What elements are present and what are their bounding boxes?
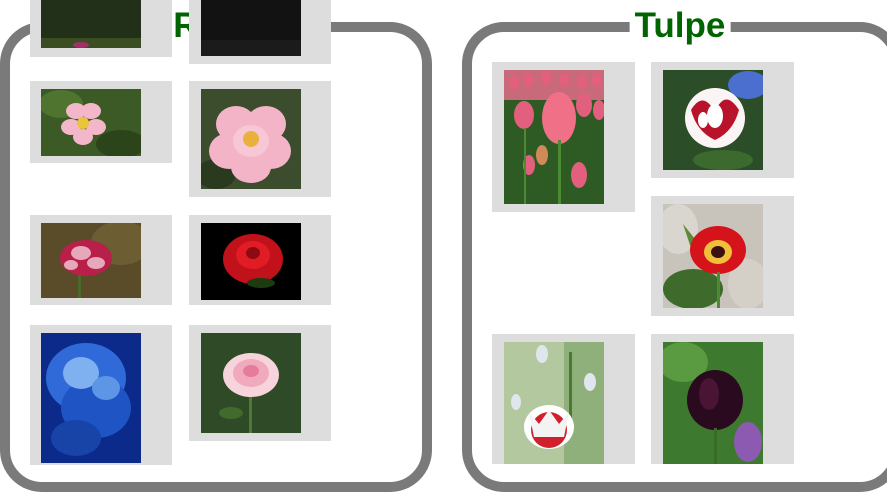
pink-tulip-field-photo (504, 70, 604, 204)
gallery-thumbnail[interactable] (189, 215, 331, 305)
gallery-thumbnail[interactable] (651, 196, 794, 316)
red-yellow-tulip-photo (663, 204, 763, 308)
gallery-thumbnail[interactable] (492, 62, 635, 212)
blue-rose-photo (41, 333, 141, 463)
gallery-thumbnail[interactable] (189, 325, 331, 441)
red-rose-black-bg-photo (201, 223, 301, 300)
red-fringed-tulip-photo (504, 342, 604, 464)
dark-purple-tulip-photo (663, 342, 763, 464)
gallery-thumbnail[interactable] (189, 81, 331, 197)
red-white-striped-tulip-photo (663, 70, 763, 170)
photo-partial-2 (201, 0, 301, 56)
gallery-thumbnail[interactable] (30, 215, 172, 305)
white-pink-rose-photo (201, 333, 301, 433)
photo-partial-1 (41, 0, 141, 48)
gallery-title-tulpe: Tulpe (629, 6, 731, 46)
pink-wild-rose-photo (41, 89, 141, 156)
gallery-thumbnail[interactable] (189, 0, 331, 64)
gallery-thumbnail[interactable] (30, 0, 172, 57)
gallery-thumbnail[interactable] (30, 325, 172, 465)
gallery-thumbnail[interactable] (651, 62, 794, 178)
gallery-thumbnail[interactable] (30, 81, 172, 163)
red-striped-rose-photo (41, 223, 141, 298)
gallery-thumbnail[interactable] (492, 334, 635, 464)
pink-rose-bloom-photo (201, 89, 301, 189)
gallery-thumbnail[interactable] (651, 334, 794, 464)
